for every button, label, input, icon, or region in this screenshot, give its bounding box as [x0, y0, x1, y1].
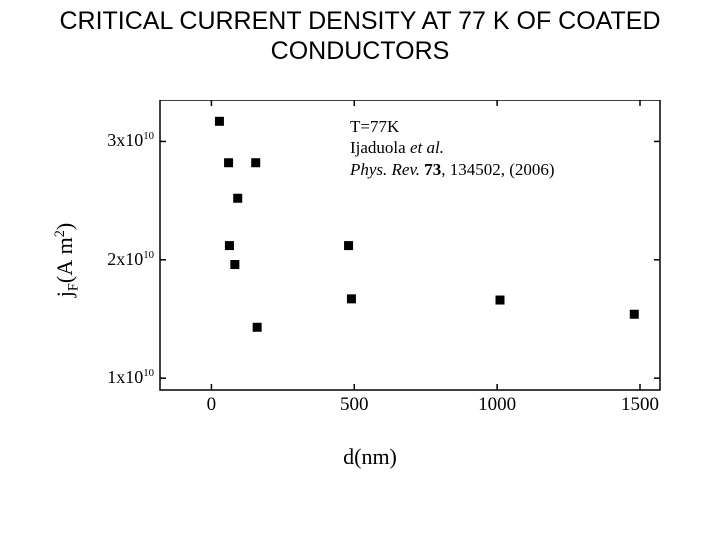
data-point [215, 117, 224, 126]
data-point [225, 241, 234, 250]
data-point [251, 158, 260, 167]
page-title: CRITICAL CURRENT DENSITY AT 77 K OF COAT… [0, 0, 720, 66]
annot-line2: Ijaduola et al. [350, 137, 555, 158]
title-line1: CRITICAL CURRENT DENSITY AT 77 K OF COAT… [59, 7, 660, 35]
annot-line1: T=77K [350, 116, 555, 137]
data-point [224, 158, 233, 167]
annot-line3: Phys. Rev. 73, 134502, (2006) [350, 159, 555, 180]
y-tick-label: 2x1010 [107, 249, 154, 270]
data-point [233, 194, 242, 203]
x-tick-label: 0 [207, 394, 217, 416]
title-line2: CONDUCTORS [271, 37, 450, 65]
y-axis-label: jF(A m2) [52, 223, 83, 297]
data-point [630, 310, 639, 319]
x-axis-label: d(nm) [343, 444, 397, 470]
x-tick-label: 500 [340, 394, 369, 416]
x-tick-label: 1000 [478, 394, 516, 416]
data-point [253, 323, 262, 332]
data-point [496, 296, 505, 305]
data-point [344, 241, 353, 250]
chart-annotation: T=77K Ijaduola et al. Phys. Rev. 73, 134… [350, 116, 555, 180]
x-tick-label: 1500 [621, 394, 659, 416]
data-point [347, 294, 356, 303]
y-tick-label: 1x1010 [107, 367, 154, 388]
scatter-chart: jF(A m2) d(nm) T=77K Ijaduola et al. Phy… [60, 100, 680, 420]
data-point [230, 260, 239, 269]
y-tick-label: 3x1010 [107, 130, 154, 151]
